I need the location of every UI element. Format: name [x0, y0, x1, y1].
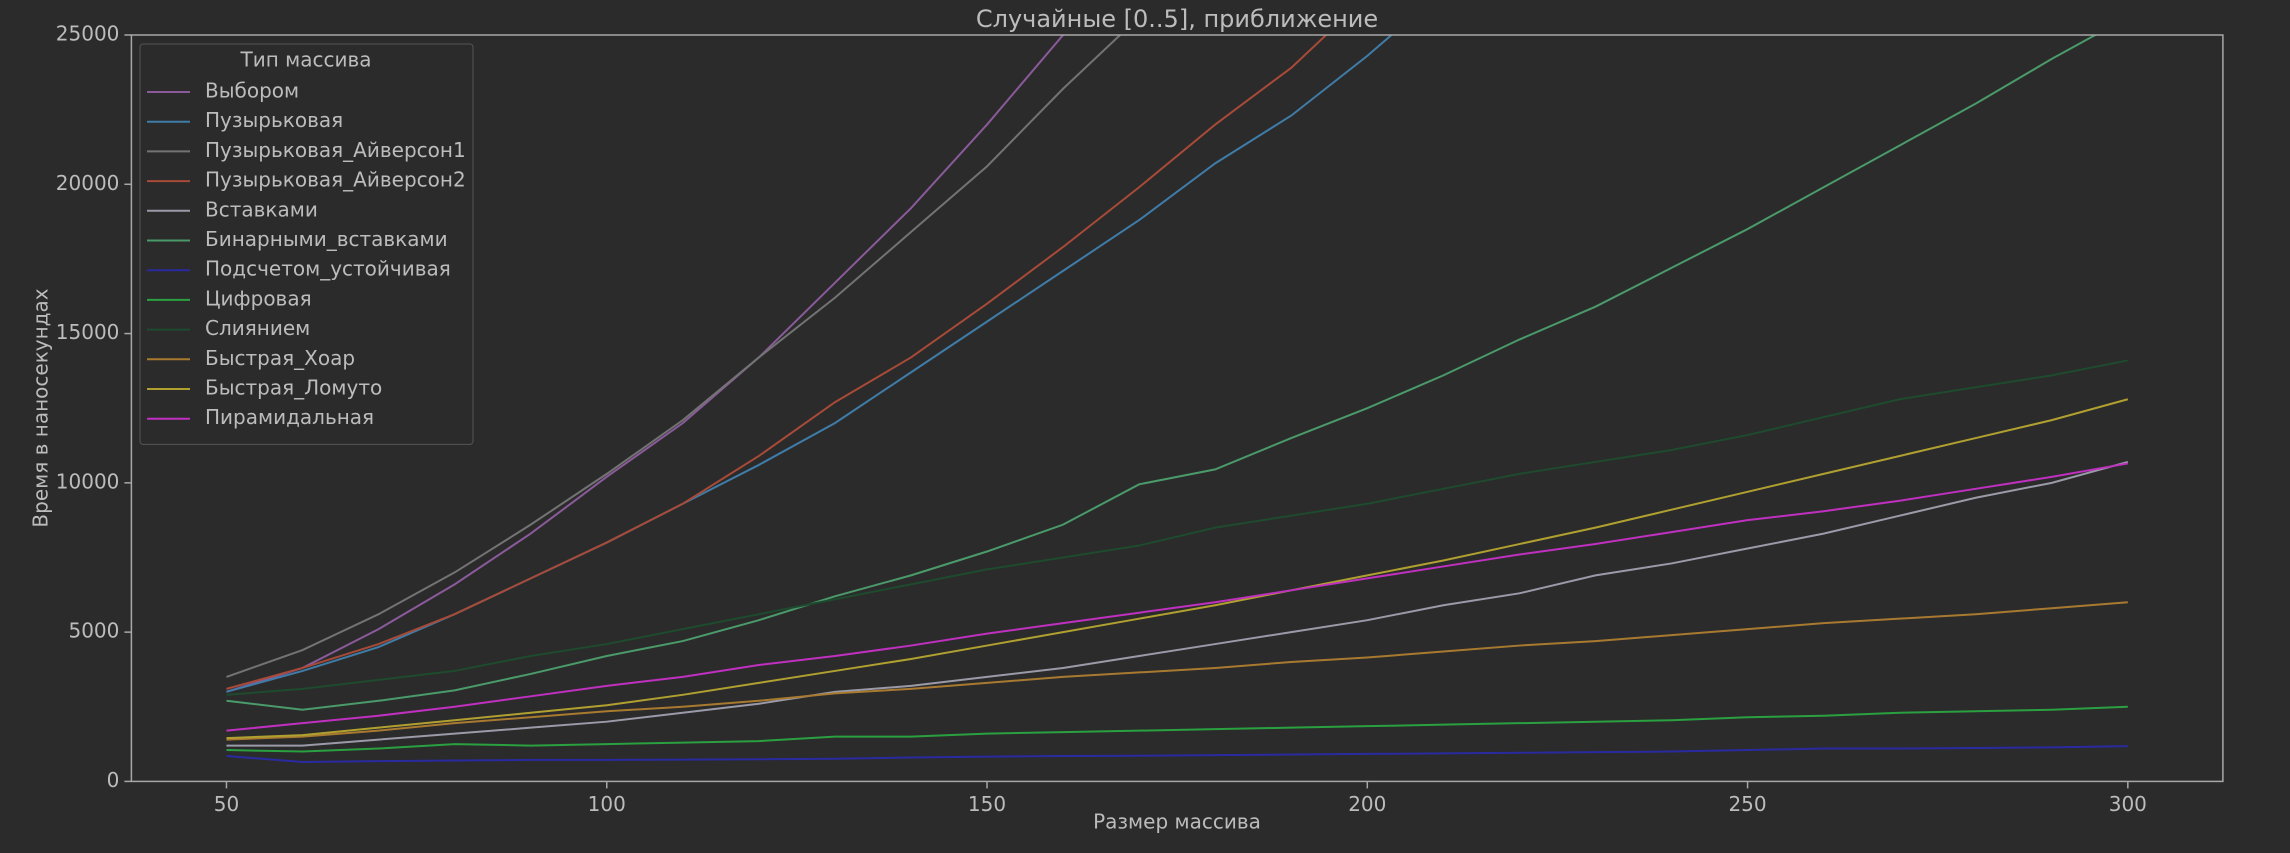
- legend-label: Пузырьковая: [205, 108, 343, 132]
- x-tick-label: 250: [1728, 792, 1766, 816]
- y-tick-label: 15000: [56, 320, 120, 344]
- legend-label: Пузырьковая_Айверсон2: [205, 168, 466, 192]
- legend-label: Пирамидальная: [205, 405, 374, 429]
- series-line: [226, 460, 2129, 747]
- legend: Тип массива Выбором Пузырьковая Пузырьковая…: [139, 43, 474, 445]
- series-line: [226, 398, 2129, 740]
- axes-frame: [130, 34, 2224, 783]
- legend-label: Быстрая_Ломуто: [205, 376, 382, 400]
- legend-label: Цифровая: [205, 286, 312, 310]
- series-line: [226, 462, 2129, 732]
- series-line: [226, 745, 2128, 763]
- y-tick-label: 0: [107, 768, 120, 792]
- series-line: [226, 359, 2129, 696]
- x-tick-label: 300: [2109, 792, 2147, 816]
- legend-box: [139, 43, 474, 445]
- series-line: [226, 601, 2128, 741]
- y-tick-label: 20000: [56, 171, 120, 195]
- x-tick-label: 50: [214, 792, 239, 816]
- legend-label: Быстрая_Хоар: [205, 346, 355, 370]
- legend-title: Тип массива: [239, 48, 371, 72]
- legend-label: Подсчетом_устойчивая: [205, 257, 451, 281]
- chart-title: Случайные [0..5], приближение: [976, 5, 1378, 33]
- x-tick-label: 100: [588, 792, 626, 816]
- legend-label: Пузырьковая_Айверсон1: [205, 138, 466, 162]
- y-tick-label: 10000: [56, 469, 120, 493]
- y-tick-label: 25000: [56, 22, 120, 46]
- legend-label: Бинарными_вставками: [205, 227, 448, 251]
- series-line: [226, 35, 1328, 690]
- series-line: [226, 35, 1065, 693]
- series-line: [226, 35, 1122, 678]
- x-tick-label: 150: [968, 792, 1006, 816]
- plot-area: [226, 35, 2129, 763]
- legend-label: Вставками: [205, 197, 318, 221]
- series-line: [226, 35, 2098, 711]
- x-axis-label: Размер массива: [1093, 810, 1261, 834]
- series-line: [226, 705, 2128, 753]
- legend-label: Выбором: [205, 79, 299, 103]
- x-tick-label: 200: [1348, 792, 1386, 816]
- legend-label: Слиянием: [205, 316, 310, 340]
- y-tick-label: 5000: [68, 619, 119, 643]
- y-axis-label: Время в наносекундах: [29, 288, 53, 527]
